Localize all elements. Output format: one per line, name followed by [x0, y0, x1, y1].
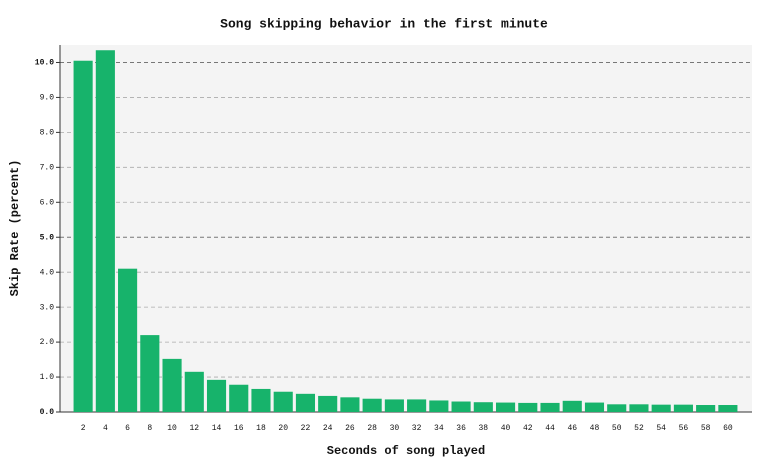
- x-tick-label: 10: [167, 424, 177, 433]
- bar: [229, 384, 249, 412]
- bar: [162, 358, 182, 412]
- y-tick-label: 10.0: [35, 59, 54, 68]
- x-tick-label: 30: [390, 424, 400, 433]
- x-tick-label: 2: [81, 424, 86, 433]
- x-tick-label: 40: [501, 424, 511, 433]
- x-tick-label: 22: [301, 424, 311, 433]
- bar: [362, 398, 382, 412]
- x-tick-label: 16: [234, 424, 244, 433]
- bar: [295, 393, 316, 412]
- chart-title: Song skipping behavior in the first minu…: [220, 16, 548, 31]
- y-tick-label: 0.0: [40, 408, 55, 417]
- bar: [607, 404, 627, 412]
- x-tick-label: 6: [125, 424, 130, 433]
- bar: [651, 404, 671, 412]
- x-tick-label: 50: [612, 424, 622, 433]
- bar: [318, 395, 338, 412]
- x-tick-label: 44: [545, 424, 555, 433]
- plot-background: [60, 45, 752, 412]
- x-tick-label: 20: [278, 424, 288, 433]
- x-tick-label: 58: [701, 424, 711, 433]
- x-tick-label: 60: [723, 424, 733, 433]
- y-tick-label: 9.0: [40, 94, 55, 103]
- x-tick-label: 42: [523, 424, 533, 433]
- y-tick-label: 4.0: [40, 268, 55, 277]
- x-tick-label: 12: [189, 424, 199, 433]
- x-tick-label: 48: [590, 424, 600, 433]
- x-tick-label: 28: [367, 424, 377, 433]
- bar: [718, 405, 738, 412]
- bar: [629, 404, 649, 412]
- bar: [118, 268, 138, 412]
- bar: [495, 402, 516, 412]
- x-tick-label: 46: [567, 424, 577, 433]
- bar: [206, 379, 227, 412]
- y-tick-label: 3.0: [40, 303, 55, 312]
- bar: [673, 404, 693, 412]
- bar: [184, 371, 204, 412]
- y-tick-label: 1.0: [40, 373, 55, 382]
- bar: [473, 402, 493, 412]
- bar: [540, 402, 560, 412]
- bar: [73, 60, 93, 412]
- x-tick-label: 8: [147, 424, 152, 433]
- bar: [562, 400, 582, 412]
- x-tick-label: 38: [479, 424, 489, 433]
- x-tick-label: 14: [212, 424, 222, 433]
- x-tick-label: 32: [412, 424, 422, 433]
- x-tick-label: 56: [679, 424, 689, 433]
- bar: [340, 397, 360, 412]
- y-axis-title: Skip Rate (percent): [8, 160, 22, 297]
- bar: [251, 388, 271, 412]
- bar: [451, 401, 471, 412]
- y-tick-label: 6.0: [40, 198, 55, 207]
- y-tick-label: 7.0: [40, 163, 55, 172]
- bar: [407, 399, 427, 412]
- y-tick-label: 8.0: [40, 128, 55, 137]
- bar: [429, 400, 449, 412]
- x-tick-label: 4: [103, 424, 108, 433]
- bar: [140, 335, 160, 412]
- x-tick-label: 52: [634, 424, 644, 433]
- bar: [95, 50, 115, 412]
- x-axis-title: Seconds of song played: [327, 444, 485, 458]
- x-tick-label: 24: [323, 424, 333, 433]
- x-tick-label: 26: [345, 424, 355, 433]
- x-tick-label: 36: [456, 424, 466, 433]
- y-tick-label: 5.0: [40, 233, 55, 242]
- bar: [384, 399, 404, 412]
- bar: [584, 402, 605, 412]
- bar: [273, 391, 293, 412]
- x-tick-label: 54: [656, 424, 666, 433]
- y-tick-label: 2.0: [40, 338, 55, 347]
- x-tick-label: 18: [256, 424, 266, 433]
- x-tick-label: 34: [434, 424, 444, 433]
- bar: [518, 402, 538, 412]
- bar: [696, 405, 716, 412]
